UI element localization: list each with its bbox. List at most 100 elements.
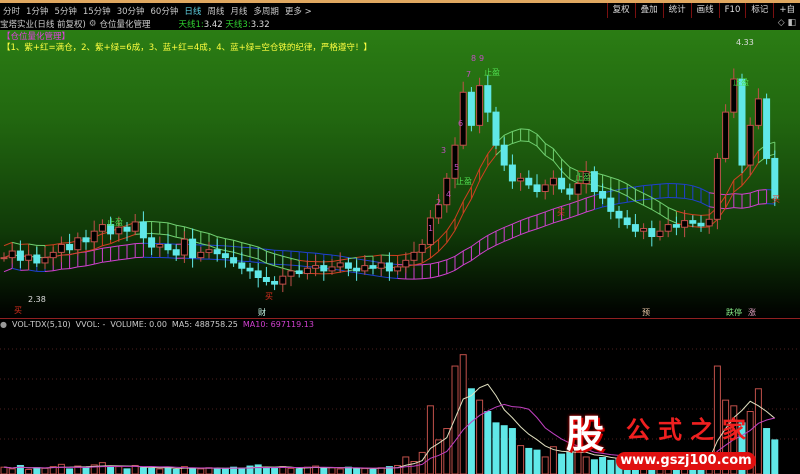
candle (377, 262, 385, 269)
event-marker-finance[interactable]: 财 (258, 308, 266, 317)
diamond-icon[interactable]: ◇ (777, 18, 785, 28)
position-band-slow-edge (504, 237, 513, 242)
volume-bar (197, 468, 205, 474)
position-band-slow-edge (184, 257, 193, 260)
take-profit-signal: 止盈 (484, 68, 500, 77)
period-tab[interactable]: 周线 (207, 6, 225, 17)
candle (607, 197, 615, 212)
candle (139, 221, 147, 239)
toolbar-button[interactable]: F10 (718, 3, 746, 18)
candle (385, 262, 393, 272)
volume-bar (246, 465, 254, 474)
position-band-fast-edge (126, 233, 136, 238)
event-marker-limit-up[interactable]: 涨 (748, 308, 756, 317)
position-band-slow-edge (495, 240, 505, 246)
indicator-name[interactable]: 仓位量化管理 (99, 20, 151, 30)
indicator-menu-icon[interactable]: ● (0, 319, 7, 329)
volume-bar (549, 446, 557, 474)
period-tab[interactable]: 1分钟 (26, 6, 49, 17)
position-band-slow-edge (750, 189, 759, 194)
position-band-slow-edge (94, 261, 103, 265)
position-band-slow-edge (28, 269, 37, 272)
candle (754, 98, 762, 126)
position-band-slow-edge (372, 274, 382, 278)
toolbar-button[interactable]: 标记 (745, 3, 773, 18)
volume-bar (123, 468, 131, 474)
toolbar-button[interactable]: 画线 (690, 3, 719, 18)
period-tab[interactable]: 更多 > (284, 6, 312, 17)
volume-bar (230, 466, 238, 474)
position-band-slow-edge (249, 247, 259, 250)
position-band-fast-edge (61, 254, 70, 256)
toolbar-button[interactable]: +自 (773, 3, 800, 18)
position-band-fast-edge (430, 239, 439, 247)
position-band-slow-edge (462, 260, 472, 266)
candle (303, 267, 311, 275)
position-band-fast-edge (282, 255, 292, 259)
volume-bar (254, 464, 262, 474)
event-marker-limit-down[interactable]: 跌停 (726, 308, 742, 317)
position-band-slow-edge (323, 253, 333, 256)
position-band-fast-edge (151, 232, 160, 235)
volume-value: VOLUME: 0.00 (110, 319, 167, 329)
volume-bar (41, 467, 49, 474)
position-band-fast-edge (200, 231, 210, 234)
candle (369, 265, 377, 269)
position-band-fast-edge (257, 258, 267, 264)
gear-icon[interactable]: ⚙ (88, 19, 97, 29)
position-band-slow-edge (561, 203, 570, 207)
period-bar: 分时 1分钟 5分钟 15分钟 30分钟 60分钟 日线 周线 月线 多周期 更多 > (0, 3, 800, 18)
price-chart[interactable]: 【仓位量化管理】 【1、紫+红=满仓，2、紫+绿=6成，3、蓝+红=4成，4、蓝… (0, 30, 800, 318)
panel-toggle-icon[interactable]: ◧ (787, 18, 796, 28)
period-tab[interactable]: 60分钟 (150, 6, 179, 17)
logo-url: www.gszj100.com (616, 452, 756, 470)
indicator-title: 【仓位量化管理】 (2, 32, 71, 42)
period-tab[interactable]: 月线 (230, 6, 248, 17)
candle (517, 177, 525, 182)
position-band-fast-edge (668, 207, 677, 212)
candle (631, 224, 639, 232)
toolbar-button[interactable]: 统计 (662, 3, 691, 18)
position-band-slow-edge (758, 189, 767, 191)
position-band-fast-edge (413, 262, 423, 266)
candle (312, 265, 320, 269)
toolbar: 复权 叠加 统计 画线 F10 标记 +自 (606, 3, 800, 18)
position-band-fast-edge (536, 145, 546, 156)
volume-indicator-name[interactable]: VOL-TDX(5,10) (11, 319, 71, 329)
position-band-slow-edge (643, 198, 652, 201)
period-tab[interactable]: 分时 (3, 6, 21, 17)
buy-signal: 买 (265, 292, 273, 301)
position-band-slow-edge (586, 194, 595, 199)
candle (254, 270, 262, 279)
candle (25, 254, 33, 261)
position-band-fast-edge (225, 250, 234, 253)
event-marker-forecast[interactable]: 预 (642, 308, 650, 317)
count-signal: 7 (466, 70, 472, 79)
volume-bar (16, 464, 24, 474)
period-tab[interactable]: 5分钟 (54, 6, 77, 17)
position-band-fast-edge (3, 241, 13, 247)
count-signal: 9 (479, 54, 485, 63)
position-band-fast-edge (69, 252, 78, 256)
volume-bar (746, 411, 754, 474)
period-tab[interactable]: 多周期 (253, 6, 279, 17)
candle (8, 250, 16, 259)
panel-divider[interactable] (0, 318, 800, 319)
position-band-fast-edge (520, 128, 529, 130)
rule-text: 【1、紫+红=满仓，2、紫+绿=6成，3、蓝+红=4成，4、蓝+绿=空仓铁的纪律… (2, 43, 372, 53)
candle (205, 249, 213, 253)
buy-signal: 买 (557, 208, 565, 217)
period-tab[interactable]: 日线 (184, 6, 202, 17)
toolbar-button[interactable]: 复权 (606, 3, 635, 18)
period-tab[interactable]: 30分钟 (116, 6, 145, 17)
period-tab[interactable]: 15分钟 (82, 6, 111, 17)
candle (615, 210, 623, 219)
toolbar-button[interactable]: 叠加 (634, 3, 663, 18)
position-band-slow-edge (102, 260, 111, 263)
position-band-slow-edge (758, 203, 767, 205)
candle (549, 177, 557, 186)
candle (648, 228, 656, 237)
position-band-fast-edge (266, 250, 275, 255)
candle (508, 164, 516, 182)
position-band-slow-edge (438, 259, 447, 263)
